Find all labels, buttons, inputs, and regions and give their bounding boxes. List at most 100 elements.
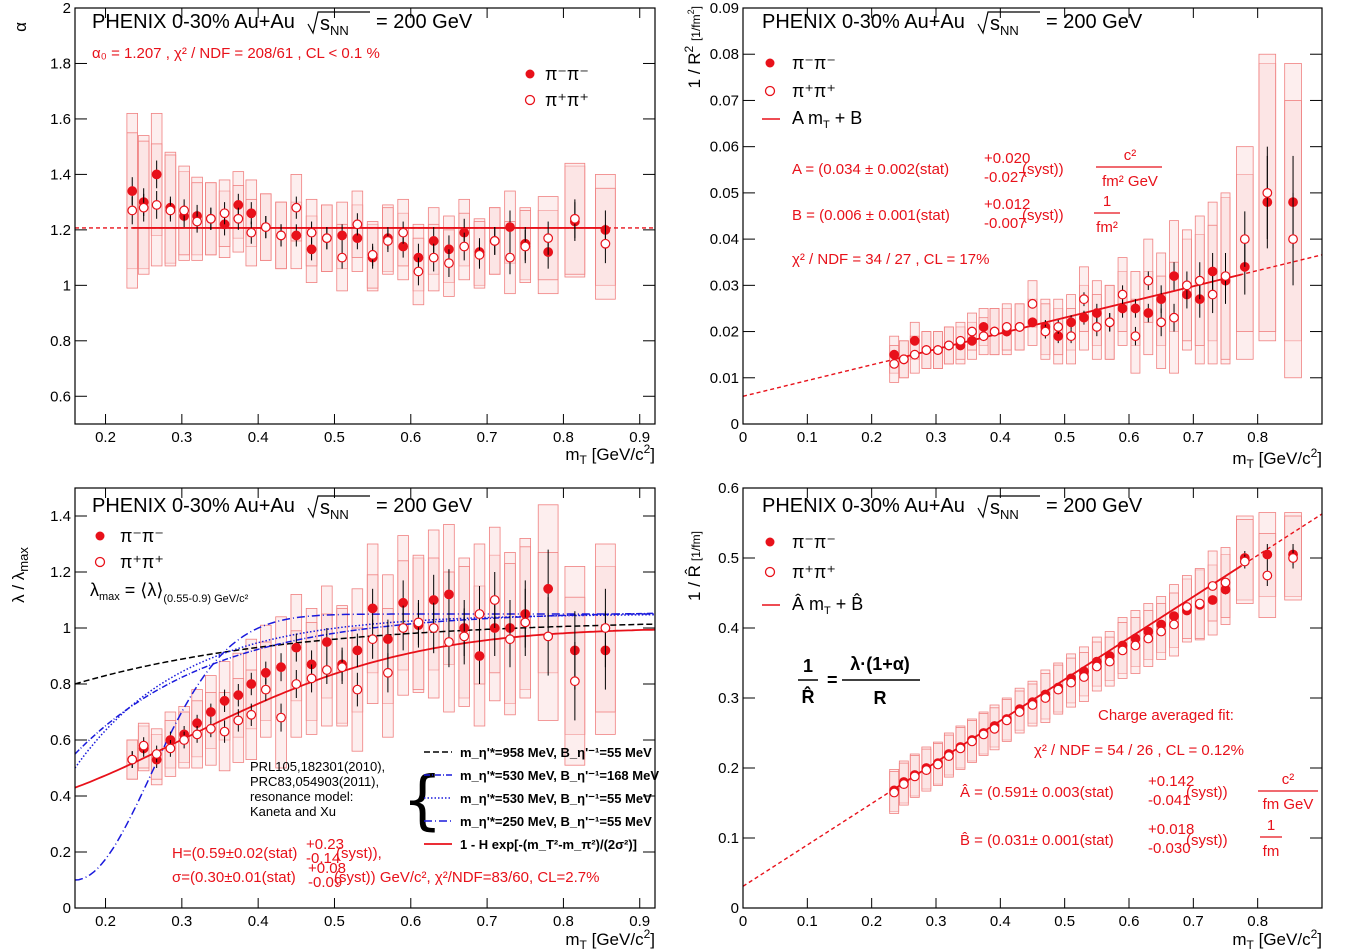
data-point-pi-plus [1117, 289, 1128, 300]
legend-pi-minus: π⁻π⁻ [792, 53, 836, 73]
axes: 0 0.1 0.2 0.3 0.4 0.5 0.6 0.7 0.8 0 0.01 0.02 0.03 0.… [710, 0, 1323, 446]
data-point-pi-plus [921, 345, 932, 355]
data-point-pi-minus [1169, 611, 1179, 621]
data-point-pi-plus [233, 213, 244, 224]
x-tick-label: 0.5 [1054, 913, 1075, 930]
data-point-pi-plus [205, 213, 216, 224]
svg-text:+0.142: +0.142 [1148, 773, 1194, 790]
x-tick-label: 0.9 [629, 429, 650, 446]
y-tick-label: 0.4 [718, 620, 739, 637]
data-point-pi-plus [1091, 661, 1102, 672]
y-tick-label: 0.2 [718, 760, 739, 777]
data-point-pi-plus [1027, 298, 1038, 309]
y-tick-label: 1.2 [50, 222, 71, 239]
y-tick-label: 0.5 [718, 550, 739, 567]
data-point-pi-minus [151, 169, 162, 180]
data-point-pi-plus [276, 230, 286, 241]
data-point-pi-minus [352, 645, 363, 656]
reference-note: PRL105,182301(2010), PRC83,054903(2011),… [250, 759, 385, 819]
data-point-pi-minus [321, 637, 332, 647]
panel-inverse-r-hat: 0 0.1 0.2 0.3 0.4 0.5 0.6 0.7 0.8 0 0.1 0.2 0.3 0.4 0.… [684, 480, 1323, 951]
formula: 1 R̂ = λ·(1+α) R [798, 654, 920, 708]
x-tick-label: 0.4 [990, 429, 1011, 446]
y-tick-label: 0.05 [710, 185, 739, 202]
y-tick-label: 0.2 [50, 844, 71, 861]
y-tick-label: 0.03 [710, 277, 739, 294]
data-points [127, 549, 611, 768]
data-point-pi-plus [933, 345, 943, 355]
x-tick-label: 0.7 [477, 913, 498, 930]
y-tick-label: 0.6 [50, 388, 71, 405]
data-point-pi-plus [1014, 707, 1025, 717]
data-point-pi-plus [382, 667, 393, 678]
data-point-pi-minus [1169, 271, 1179, 281]
data-point-pi-plus [306, 227, 317, 238]
x-tick-label: 0.3 [926, 429, 947, 446]
data-point-pi-plus [898, 354, 909, 365]
x-tick-label: 0 [739, 913, 747, 930]
data-point-pi-plus [1156, 317, 1167, 328]
svg-text:H=(0.59±0.02(stat): H=(0.59±0.02(stat) [172, 845, 297, 862]
y-tick-label: 1.4 [50, 166, 71, 183]
data-point-pi-plus [1143, 633, 1154, 644]
data-point-pi-plus [1239, 556, 1250, 567]
svg-text:sNN: sNN [990, 13, 1019, 38]
y-axis-label: λ / λmax [9, 547, 31, 603]
data-point-pi-plus [943, 340, 954, 351]
svg-text:σ=(0.30±0.01(stat): σ=(0.30±0.01(stat) [172, 869, 296, 886]
data-point-pi-plus [967, 326, 977, 337]
svg-text:c²: c² [1282, 771, 1295, 788]
data-point-pi-plus [219, 726, 230, 737]
data-point-pi-plus [1181, 280, 1192, 291]
panel-title: PHENIX 0-30% Au+Au [92, 11, 295, 33]
model-legend: m_η'*=958 MeV, B_η'⁻¹=55 MeV m_η'*=530 M… [424, 745, 659, 852]
legend-pi-minus: π⁻π⁻ [792, 532, 836, 552]
sqrt-snn: sNN = 200 GeV [977, 495, 1143, 522]
data-point-pi-plus [1288, 553, 1298, 563]
data-point-pi-minus [967, 335, 977, 346]
data-point-pi-minus [382, 634, 393, 645]
data-point-pi-plus [1104, 656, 1115, 667]
data-point-pi-plus [205, 723, 216, 734]
data-point-pi-plus [1001, 715, 1012, 726]
fit-param-b: B = (0.006 ± 0.001(stat) +0.012 -0.007 (… [792, 193, 1120, 236]
data-point-pi-minus [291, 230, 302, 241]
data-point-pi-plus [1001, 322, 1012, 332]
data-point-pi-plus [233, 715, 244, 726]
svg-text:-0.007: -0.007 [984, 215, 1027, 232]
data-point-pi-plus [321, 233, 332, 244]
data-point-pi-plus [398, 227, 409, 238]
x-tick-label: 0.7 [1183, 913, 1204, 930]
y-tick-label: 1 [63, 277, 71, 294]
plot-frame [742, 7, 1323, 425]
data-point-pi-plus [955, 743, 966, 754]
y-tick-label: 0.6 [718, 480, 739, 497]
legend-pi-plus: π⁺π⁺ [792, 81, 836, 101]
data-point-pi-plus [1117, 645, 1128, 656]
plot-frame [74, 7, 656, 425]
axes: 0.2 0.3 0.4 0.5 0.6 0.7 0.8 0.9 0.6 0.8 1 1.2 1.4 1.6… [50, 0, 656, 446]
svg-text:sNN: sNN [990, 497, 1019, 522]
data-point-pi-minus [1091, 308, 1102, 318]
data-point-pi-plus [1066, 677, 1076, 688]
x-tick-label: 0.6 [400, 913, 421, 930]
panel-inverse-r-squared: 0 0.1 0.2 0.3 0.4 0.5 0.6 0.7 0.8 0 0.01 0.02 0.03 0.… [682, 0, 1323, 471]
data-point-pi-plus [1262, 570, 1273, 581]
y-tick-label: 0.08 [710, 46, 739, 63]
data-point-pi-minus [1066, 317, 1076, 328]
data-point-pi-plus [428, 252, 439, 263]
y-axis-label: 1 / R̂[1/fm] [684, 531, 704, 601]
data-point-pi-plus [367, 249, 378, 260]
svg-text:fm² GeV: fm² GeV [1102, 173, 1158, 190]
data-point-pi-plus [1130, 640, 1141, 651]
data-point-pi-plus [967, 736, 977, 747]
x-tick-label: 0.1 [797, 913, 818, 930]
y-tick-label: 0.8 [50, 333, 71, 350]
data-point-pi-plus [352, 684, 363, 695]
legend-fit: A mT + B [792, 108, 862, 131]
y-tick-label: 0.1 [718, 830, 739, 847]
x-tick-label: 0.5 [1054, 429, 1075, 446]
plot-frame [74, 487, 656, 909]
x-axis-label: mT [GeV/c2] [1232, 446, 1322, 471]
data-point-pi-plus [1181, 602, 1192, 612]
